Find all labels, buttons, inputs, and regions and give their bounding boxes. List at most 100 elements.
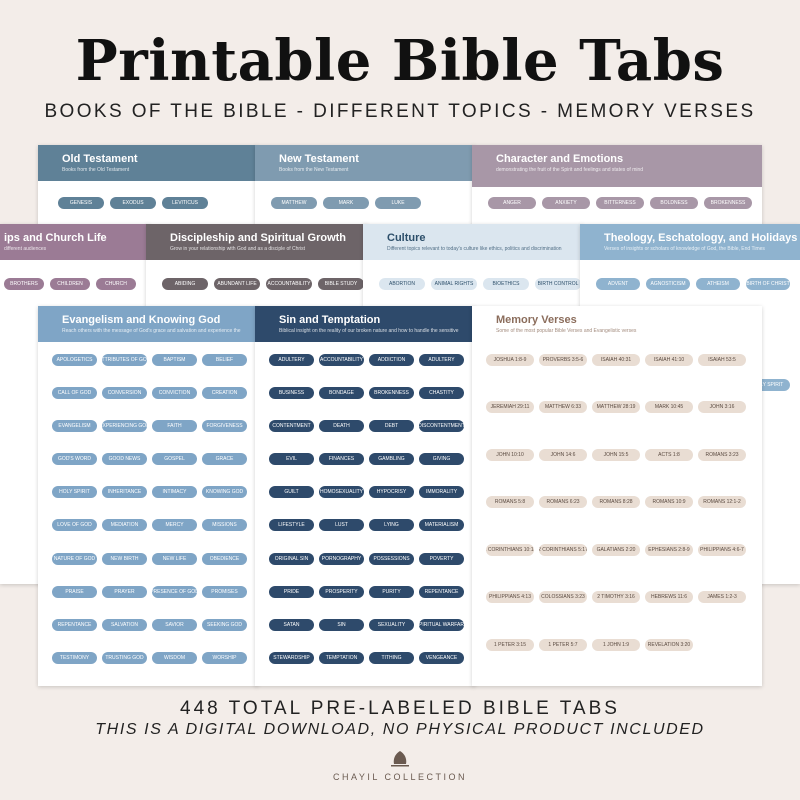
bible-tab: GOSPEL [152,453,197,466]
bible-tab: JOHN 10:10 [486,448,534,461]
bible-tab: JOHN 3:16 [698,401,746,414]
bible-tab: CALL OF GOD [52,387,97,400]
tab-grid: ANGER ANXIETY BITTERNESS BOLDNESS BROKENNESS [488,197,758,247]
sheet-header: Culture Different topics relevant to tod… [363,224,583,260]
bible-tab: SALVATION [102,618,147,631]
sheet-description: Biblical insight on the reality of our b… [279,328,459,334]
bible-tab: MATERIALISM [419,519,464,532]
sheet-description: Books from the New Testament [279,167,349,173]
bible-tab: LUKE [375,197,421,209]
bible-tab: ATHEISM [696,278,740,290]
bible-tab: BIBLE STUDY [318,278,364,290]
digital-download-note: THIS IS A DIGITAL DOWNLOAD, NO PHYSICAL … [95,721,705,738]
bible-tab: SPIRITUAL WARFARE [419,618,464,631]
bible-tab: ANIMAL RIGHTS [431,278,477,290]
page-subtitle: BOOKS OF THE BIBLE - DIFFERENT TOPICS - … [44,101,756,122]
bible-tab: INHERITANCE [102,486,147,499]
bible-tab: ATTRIBUTES OF GOD [102,354,147,366]
bible-tab: ROMANS 10:9 [645,496,693,509]
sheet-title: ips and Church Life [4,232,107,244]
bible-tab: GRACE [202,453,247,466]
sheet-description: Reach others with the message of God's g… [62,328,241,334]
tab-count-text: 448 TOTAL PRE-LABELED BIBLE TABS [180,698,620,719]
bible-tab: SEEKING GOD [202,618,247,631]
bible-tab: MEDIATION [102,519,147,532]
bible-tab: INTIMACY [152,486,197,499]
bible-tab: ISAIAH 41:10 [645,354,693,366]
sheet-title: Sin and Temptation [279,314,381,326]
bible-tab: LOVE OF GOD [52,519,97,532]
bible-tab: DEATH [319,420,364,433]
tab-grid: JOSHUA 1:8-9 PROVERBS 3:5-6 ISAIAH 40:31 IS… [486,354,758,679]
bible-tab: ROMANS 8:28 [592,496,640,509]
bible-tab: PHILIPPIANS 4:13 [486,591,534,604]
bible-tab: JEREMIAH 29:11 [486,401,534,414]
bible-tab: PROSPERITY [319,585,364,598]
bible-tab: DEBT [369,420,414,433]
bible-tab: POSSESSIONS [369,552,414,565]
sheet-description: Different topics relevant to today's cul… [387,246,562,252]
bible-tab: GAMBLING [369,453,414,466]
bible-tab: EXPERIENCING GOD [102,420,147,433]
bible-tab: BUSINESS [269,387,314,400]
bible-tab: TITHING [369,651,414,664]
bible-tab: ADULTERY [419,354,464,366]
bible-tab: ADDICTION [369,354,414,366]
bible-tab: JAMES 1:2-3 [698,591,746,604]
bible-tab: EVANGELISM [52,420,97,433]
bible-tab: BIRTH OF CHRIST [746,278,790,290]
bible-tab: EPHESIANS 2:8-9 [645,543,693,556]
bible-tab: PROVERBS 3:5-6 [539,354,587,366]
bible-tab: ACCOUNTABILITY [319,354,364,366]
bible-tab: 1 PETER 5:7 [539,638,587,651]
bible-tab: STEWARDSHIP [269,651,314,664]
bible-tab: GALATIANS 2:20 [592,543,640,556]
sheet-description: Books from the Old Testament [62,167,130,173]
bible-tab: ACTS 1:8 [645,448,693,461]
sheet-header: Memory Verses Some of the most popular B… [472,306,762,342]
sheet-new-testament: New Testament Books from the New Testame… [255,145,475,255]
sheet-title: Culture [387,232,426,244]
sheet-description: Verses of insights or scholars of knowle… [604,246,765,252]
bible-tab: MATTHEW 28:19 [592,401,640,414]
bible-tab: EVIL [269,453,314,466]
bible-tab: PHILIPPIANS 4:6-7 [698,543,746,556]
sheet-description: Grow in your relationship with God and a… [170,246,306,252]
tab-grid: APOLOGETICS ATTRIBUTES OF GOD BAPTISM BELIE… [52,354,258,679]
bible-tab: ROMANS 3:23 [698,448,746,461]
sheet-title: Memory Verses [496,314,577,326]
bible-tab: CREATION [202,387,247,400]
bible-tab: POVERTY [419,552,464,565]
tab-grid: ABORTION ANIMAL RIGHTS BIOETHICS BIRTH CONT… [379,278,583,308]
bible-tab: 1 JOHN 1:9 [592,638,640,651]
bible-tab: ABUNDANT LIFE [214,278,260,290]
bible-tab: BELIEF [202,354,247,366]
page-title: Printable Bible Tabs [75,28,725,94]
bible-tab: SATAN [269,618,314,631]
sheet-memory-verses: Memory Verses Some of the most popular B… [472,306,762,686]
sheet-title: Evangelism and Knowing God [62,314,221,326]
bible-tab: VENGEANCE [419,651,464,664]
sheet-description: different audiences [4,246,47,252]
sheet-evangelism: Evangelism and Knowing God Reach others … [38,306,258,686]
bible-tab: PRAISE [52,585,97,598]
bible-tab: CONVERSION [102,387,147,400]
bible-tab: CONTENTMENT [269,420,314,433]
bible-tab: NATURE OF GOD [52,552,97,565]
brand-name: CHAYIL COLLECTION [332,772,468,782]
bible-tab: COLOSSIANS 3:23 [539,591,587,604]
bible-tab: MATTHEW [271,197,317,209]
sheet-sin-temptation: Sin and Temptation Biblical insight on t… [255,306,475,686]
bible-tab: MARK [323,197,369,209]
bible-tab: ANGER [488,197,536,209]
sheet-old-testament: Old Testament Books from the Old Testame… [38,145,258,255]
bible-tab: CHURCH [96,278,136,290]
sheet-description: demonstrating the fruit of the Spirit an… [496,167,644,173]
bible-tab: ISAIAH 53:5 [698,354,746,366]
bible-tab: BROKENNESS [704,197,752,209]
sheet-header: Discipleship and Spiritual Growth Grow i… [146,224,368,260]
bible-tab: NEW LIFE [152,552,197,565]
sheet-header: ips and Church Life different audiences [0,224,150,260]
bible-tab: FORGIVENESS [202,420,247,433]
bible-tab: REPENTANCE [52,618,97,631]
